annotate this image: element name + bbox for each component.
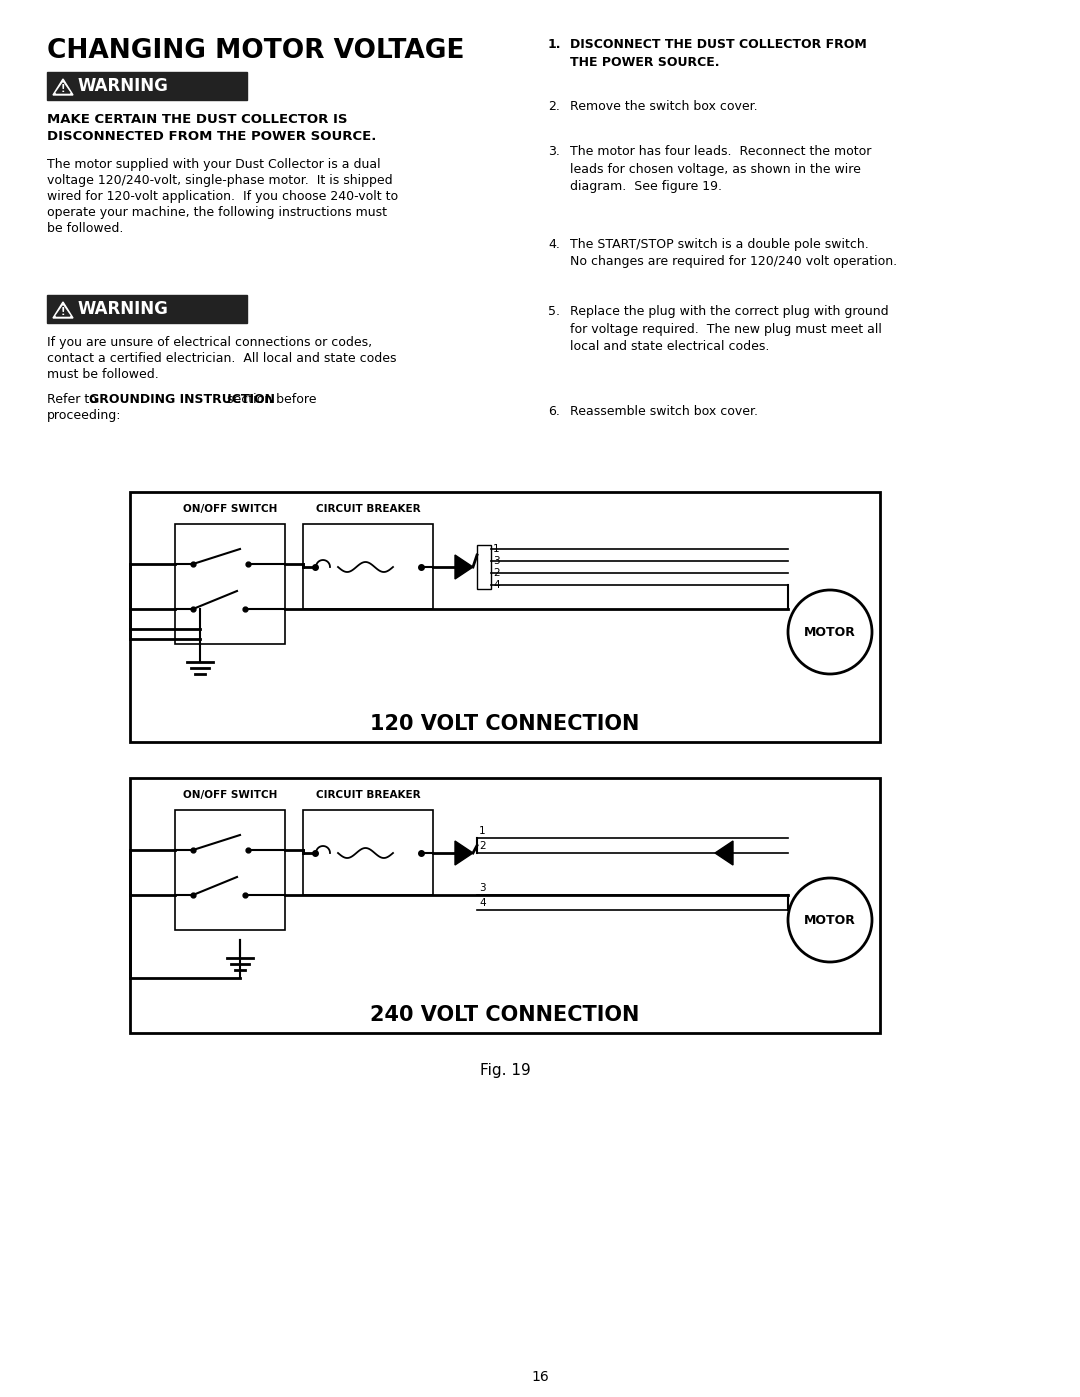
Text: 2: 2 <box>480 841 486 851</box>
Text: 4.: 4. <box>548 237 559 251</box>
Polygon shape <box>455 555 473 578</box>
Text: 2.: 2. <box>548 101 559 113</box>
Text: 6.: 6. <box>548 405 559 418</box>
Text: ON/OFF SWITCH: ON/OFF SWITCH <box>183 504 278 514</box>
Text: !: ! <box>60 84 65 94</box>
Text: MOTOR: MOTOR <box>805 914 856 926</box>
Bar <box>130 492 880 742</box>
Text: 3: 3 <box>492 556 500 566</box>
Text: 3: 3 <box>480 883 486 893</box>
Bar <box>175 524 285 644</box>
Text: GROUNDING INSTRUCTION: GROUNDING INSTRUCTION <box>89 393 275 407</box>
Bar <box>48 73 247 101</box>
Text: 4: 4 <box>480 898 486 908</box>
Text: Reassemble switch box cover.: Reassemble switch box cover. <box>570 405 758 418</box>
Text: The motor supplied with your Dust Collector is a dual: The motor supplied with your Dust Collec… <box>48 158 380 170</box>
Text: wired for 120-volt application.  If you choose 240-volt to: wired for 120-volt application. If you c… <box>48 190 399 203</box>
Text: voltage 120/240-volt, single-phase motor.  It is shipped: voltage 120/240-volt, single-phase motor… <box>48 175 393 187</box>
Text: 3.: 3. <box>548 145 559 158</box>
Bar <box>477 545 491 590</box>
Text: ON/OFF SWITCH: ON/OFF SWITCH <box>183 789 278 800</box>
Text: Replace the plug with the correct plug with ground
for voltage required.  The ne: Replace the plug with the correct plug w… <box>570 305 889 353</box>
Bar <box>303 524 433 609</box>
Text: Remove the switch box cover.: Remove the switch box cover. <box>570 101 758 113</box>
Polygon shape <box>715 841 733 865</box>
Text: must be followed.: must be followed. <box>48 367 159 381</box>
Polygon shape <box>53 80 73 95</box>
Bar <box>130 778 880 1032</box>
Text: DISCONNECT THE DUST COLLECTOR FROM
THE POWER SOURCE.: DISCONNECT THE DUST COLLECTOR FROM THE P… <box>570 38 867 68</box>
Text: Fig. 19: Fig. 19 <box>480 1063 530 1078</box>
Text: operate your machine, the following instructions must: operate your machine, the following inst… <box>48 205 387 219</box>
Text: MOTOR: MOTOR <box>805 626 856 638</box>
Text: 4: 4 <box>492 580 500 590</box>
Text: 16: 16 <box>531 1370 549 1384</box>
Text: WARNING: WARNING <box>77 77 167 95</box>
Text: CIRCUIT BREAKER: CIRCUIT BREAKER <box>315 789 420 800</box>
Text: contact a certified electrician.  All local and state codes: contact a certified electrician. All loc… <box>48 352 396 365</box>
Bar <box>303 810 433 895</box>
Text: 120 VOLT CONNECTION: 120 VOLT CONNECTION <box>370 714 639 733</box>
Text: The motor has four leads.  Reconnect the motor
leads for chosen voltage, as show: The motor has four leads. Reconnect the … <box>570 145 872 193</box>
Polygon shape <box>53 302 73 319</box>
Text: WARNING: WARNING <box>77 300 167 319</box>
Text: proceeding:: proceeding: <box>48 409 121 422</box>
Circle shape <box>788 590 872 673</box>
Text: If you are unsure of electrical connections or codes,: If you are unsure of electrical connecti… <box>48 337 373 349</box>
Text: 2: 2 <box>492 569 500 578</box>
Text: 1: 1 <box>480 826 486 835</box>
Text: CIRCUIT BREAKER: CIRCUIT BREAKER <box>315 504 420 514</box>
Text: DISCONNECTED FROM THE POWER SOURCE.: DISCONNECTED FROM THE POWER SOURCE. <box>48 130 376 142</box>
Bar <box>175 810 285 930</box>
Text: 1: 1 <box>492 543 500 555</box>
Polygon shape <box>455 841 473 865</box>
Text: 5.: 5. <box>548 305 561 319</box>
Circle shape <box>788 877 872 963</box>
Text: be followed.: be followed. <box>48 222 123 235</box>
Text: 1.: 1. <box>548 38 562 52</box>
Text: The START/STOP switch is a double pole switch.
No changes are required for 120/2: The START/STOP switch is a double pole s… <box>570 237 897 268</box>
Text: CHANGING MOTOR VOLTAGE: CHANGING MOTOR VOLTAGE <box>48 38 464 64</box>
Polygon shape <box>56 82 70 94</box>
Polygon shape <box>56 306 70 316</box>
Text: Refer to: Refer to <box>48 393 100 407</box>
Text: !: ! <box>60 307 65 317</box>
Text: 240 VOLT CONNECTION: 240 VOLT CONNECTION <box>370 1004 639 1025</box>
Text: section before: section before <box>222 393 316 407</box>
Bar <box>48 295 247 323</box>
Text: MAKE CERTAIN THE DUST COLLECTOR IS: MAKE CERTAIN THE DUST COLLECTOR IS <box>48 113 348 126</box>
